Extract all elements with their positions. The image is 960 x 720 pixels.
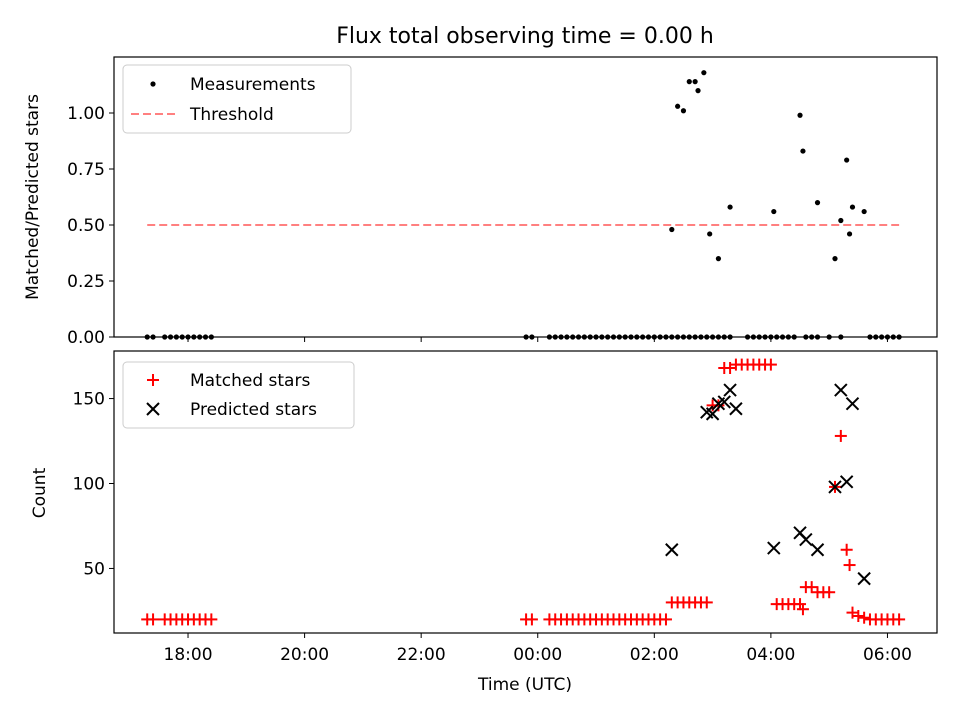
matched-star-point [764, 358, 777, 371]
predicted-star-point [799, 532, 813, 547]
matched-star-point [525, 613, 538, 626]
measurement-point [849, 204, 856, 210]
measurement-point [800, 148, 806, 154]
x-tick-label: 18:00 [164, 645, 213, 665]
predicted-star-point [828, 480, 842, 494]
bottom-legend: Matched stars Predicted stars [122, 361, 355, 429]
predicted-star-point [857, 571, 871, 586]
matched-star-point [205, 613, 218, 626]
bottom-x-axis: 18:00 20:00 22:00 00:00 02:00 04:00 06:00 [164, 633, 912, 665]
measurement-point [692, 79, 698, 85]
measurement-point [838, 217, 844, 224]
predicted-star-point [767, 541, 781, 555]
x-tick-label: 00:00 [513, 645, 562, 665]
legend-matched-marker [147, 374, 159, 386]
measurement-point [861, 208, 867, 215]
predicted-star-point [717, 395, 731, 409]
bottom-y-axis-label: Count [30, 467, 50, 518]
matched-star-point [840, 543, 853, 556]
predicted-star-point [705, 407, 720, 421]
top-y-axis: 0.00 0.25 0.50 0.75 1.00 [67, 104, 114, 348]
matched-star-point [700, 596, 713, 609]
bottom-plot-area [141, 358, 906, 626]
measurement-point [701, 70, 707, 76]
matched-star-point [794, 598, 807, 611]
legend-measurements-marker [150, 81, 156, 87]
bottom-panel: 50 100 150 18:00 20:00 22:00 00:00 02:00 04:00 0… [30, 350, 938, 695]
x-tick-label: 20:00 [280, 645, 329, 665]
x-axis-label: Time (UTC) [477, 675, 572, 695]
predicted-star-point [723, 383, 737, 397]
x-tick-label: 22:00 [397, 645, 446, 665]
measurement-point [797, 112, 803, 118]
predicted-star-point [834, 383, 848, 397]
matched-star-point [858, 611, 871, 624]
measurement-point [832, 256, 838, 262]
bottom-y-axis: 50 100 150 [73, 390, 114, 579]
bottom-axes-frame [113, 350, 938, 634]
measurement-point [707, 231, 713, 237]
matched-star-point [147, 613, 160, 626]
top-axes-frame [113, 56, 938, 338]
measurement-point [846, 231, 853, 237]
predicted-star-point [839, 475, 854, 489]
top-x-axis [187, 337, 888, 342]
bottom-y-tick-label: 100 [73, 475, 105, 495]
bottom-y-tick-label: 50 [83, 559, 105, 579]
matched-star-point [843, 559, 856, 572]
legend-predicted-label: Predicted stars [190, 400, 317, 420]
top-y-tick-label: 0.00 [67, 328, 105, 348]
predicted-star-point [845, 396, 860, 411]
predicted-star-point [810, 543, 825, 557]
measurement-point [695, 88, 701, 94]
bottom-legend-box [122, 361, 355, 429]
matched-star-point [796, 603, 809, 616]
x-tick-label: 06:00 [863, 645, 912, 665]
top-y-tick-label: 1.00 [67, 104, 105, 124]
matched-star-point [823, 586, 836, 599]
measurement-point [771, 208, 777, 215]
measurement-point [814, 200, 821, 206]
measurement-point [686, 79, 692, 85]
measurement-point [844, 157, 850, 163]
measurement-point [675, 103, 681, 109]
top-y-tick-label: 0.75 [67, 160, 105, 180]
matched-star-point [659, 613, 672, 626]
top-y-tick-label: 0.25 [67, 272, 105, 292]
top-y-axis-label: Matched/Predicted stars [23, 94, 43, 300]
measurement-point [727, 204, 733, 210]
top-legend-box [122, 64, 352, 134]
matched-star-point [893, 613, 906, 626]
top-legend: Measurements Threshold [122, 64, 352, 134]
top-y-tick-label: 0.50 [67, 216, 105, 236]
bottom-y-tick-label: 150 [73, 390, 105, 410]
x-tick-label: 04:00 [746, 645, 795, 665]
legend-measurements-label: Measurements [190, 75, 316, 95]
matched-star-point [852, 610, 865, 623]
chart-title: Flux total observing time = 0.00 h [336, 24, 714, 49]
legend-predicted-marker [146, 402, 160, 416]
legend-matched-label: Matched stars [190, 371, 310, 391]
predicted-star-point [665, 543, 679, 557]
x-tick-label: 02:00 [630, 645, 679, 665]
legend-threshold-label: Threshold [189, 105, 274, 125]
measurement-point [715, 256, 722, 262]
measurement-point [680, 108, 687, 114]
matched-star-point [805, 581, 818, 594]
predicted-star-point [729, 402, 743, 416]
matched-star-point [834, 429, 847, 442]
top-panel: 0.00 0.25 0.50 0.75 1.00 Matched/Predicted s… [23, 56, 938, 348]
measurement-point [669, 226, 675, 233]
